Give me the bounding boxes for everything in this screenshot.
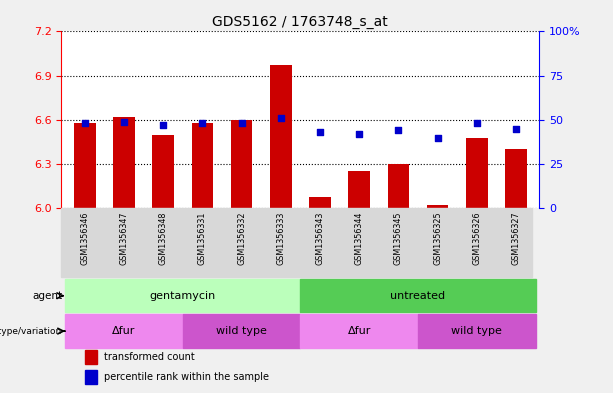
Text: wild type: wild type <box>451 326 502 336</box>
Text: genotype/variation: genotype/variation <box>0 327 62 336</box>
Text: GSM1356326: GSM1356326 <box>472 212 481 265</box>
Text: transformed count: transformed count <box>104 352 195 362</box>
Point <box>119 119 129 125</box>
Bar <box>505 149 527 208</box>
Bar <box>418 314 536 348</box>
Point <box>237 120 246 127</box>
Bar <box>85 350 97 364</box>
Text: wild type: wild type <box>216 326 267 336</box>
Bar <box>153 135 174 208</box>
Text: percentile rank within the sample: percentile rank within the sample <box>104 372 269 382</box>
Bar <box>387 164 409 208</box>
Bar <box>192 123 213 208</box>
Bar <box>65 314 183 348</box>
Text: Δfur: Δfur <box>348 326 371 336</box>
Bar <box>427 206 448 208</box>
Point <box>315 129 325 135</box>
Text: GSM1356331: GSM1356331 <box>198 212 207 265</box>
Bar <box>183 314 300 348</box>
Bar <box>74 123 96 208</box>
Text: GSM1356325: GSM1356325 <box>433 212 442 265</box>
Point <box>158 122 168 128</box>
Point <box>354 131 364 137</box>
Point <box>511 125 521 132</box>
Title: GDS5162 / 1763748_s_at: GDS5162 / 1763748_s_at <box>213 15 388 29</box>
Bar <box>309 196 331 208</box>
Point <box>276 115 286 121</box>
Bar <box>65 279 300 312</box>
Text: Δfur: Δfur <box>112 326 135 336</box>
Text: GSM1356327: GSM1356327 <box>511 212 520 265</box>
Bar <box>466 138 487 208</box>
Bar <box>300 314 418 348</box>
Text: GSM1356348: GSM1356348 <box>159 212 168 265</box>
Text: GSM1356343: GSM1356343 <box>316 212 324 265</box>
Bar <box>270 65 292 208</box>
Text: GSM1356345: GSM1356345 <box>394 212 403 265</box>
Text: gentamycin: gentamycin <box>150 291 216 301</box>
Bar <box>300 279 536 312</box>
Text: GSM1356344: GSM1356344 <box>355 212 364 265</box>
Point <box>80 120 89 127</box>
Point <box>433 134 443 141</box>
Text: agent: agent <box>32 291 62 301</box>
Bar <box>231 120 253 208</box>
Bar <box>85 370 97 384</box>
Bar <box>348 171 370 208</box>
Point <box>197 120 207 127</box>
Text: GSM1356346: GSM1356346 <box>80 212 89 265</box>
Text: GSM1356332: GSM1356332 <box>237 212 246 265</box>
Text: untreated: untreated <box>390 291 446 301</box>
Text: GSM1356333: GSM1356333 <box>276 212 285 265</box>
Point <box>472 120 482 127</box>
Text: GSM1356347: GSM1356347 <box>120 212 129 265</box>
Bar <box>113 117 135 208</box>
Point <box>394 127 403 134</box>
